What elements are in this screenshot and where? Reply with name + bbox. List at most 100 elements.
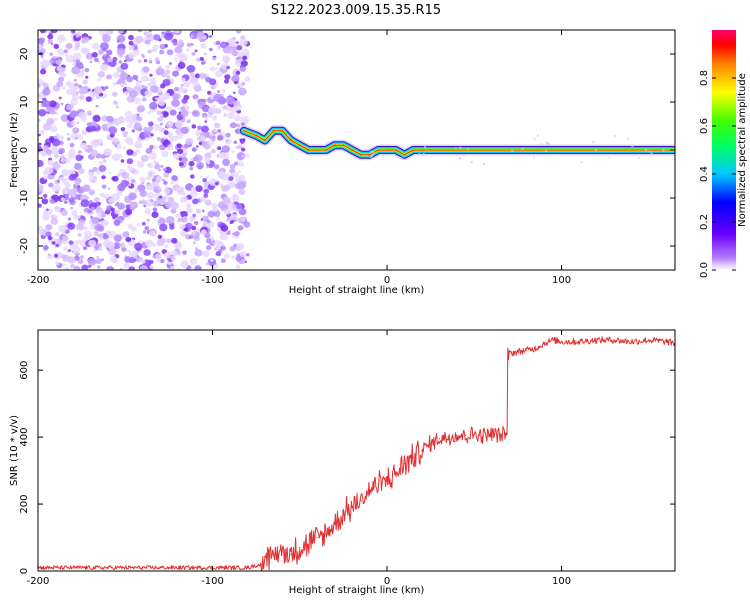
plot-background <box>38 330 675 571</box>
noise-blob <box>231 149 235 154</box>
noise-blob <box>133 254 138 259</box>
snr-line <box>38 336 675 571</box>
noise-blob <box>72 52 82 61</box>
noise-blob <box>169 265 175 270</box>
noise-blob <box>63 49 68 54</box>
noise-blob <box>77 233 82 237</box>
noise-blob <box>149 77 157 85</box>
noise-blob <box>194 249 203 257</box>
noise-blob <box>182 192 186 196</box>
ridge-scatter <box>648 150 652 153</box>
noise-blob <box>192 213 197 218</box>
snr-point <box>290 553 292 555</box>
noise-blob <box>157 234 163 239</box>
snr-point <box>260 563 262 565</box>
noise-blob <box>237 181 246 190</box>
noise-blob <box>42 170 49 176</box>
noise-blob <box>66 137 71 141</box>
noise-blob <box>151 180 159 187</box>
ridge-point <box>272 130 275 132</box>
noise-blob <box>143 249 151 256</box>
snr-point <box>377 483 379 485</box>
snr-point <box>299 546 301 549</box>
noise-blob <box>149 198 154 203</box>
noise-blob <box>146 31 152 36</box>
noise-blob <box>232 91 236 95</box>
noise-blob <box>164 32 174 41</box>
noise-blob <box>107 231 111 235</box>
noise-blob <box>92 114 101 122</box>
noise-blob <box>128 52 136 59</box>
ridge-scatter <box>592 141 595 144</box>
noise-blob <box>194 222 198 226</box>
noise-blob <box>144 208 152 215</box>
noise-blob <box>231 255 236 260</box>
x-tick-label: -200 <box>27 576 50 587</box>
noise-blob <box>199 175 203 179</box>
noise-blob <box>233 100 241 107</box>
noise-blob <box>52 162 61 170</box>
colorbar-gradient <box>712 30 736 270</box>
noise-blob <box>38 142 42 146</box>
noise-blob <box>243 221 251 228</box>
snr-point <box>543 342 545 344</box>
noise-blob <box>60 176 66 181</box>
noise-blob <box>186 48 190 52</box>
noise-blob <box>73 78 78 82</box>
noise-blob <box>222 196 231 205</box>
noise-blob <box>139 190 148 197</box>
noise-blob <box>139 80 143 84</box>
noise-blob <box>135 79 139 82</box>
noise-blob <box>199 72 207 80</box>
noise-blob <box>204 157 211 163</box>
noise-blob <box>201 125 209 133</box>
noise-blob <box>120 62 129 70</box>
snr-point <box>325 533 327 535</box>
snr-point <box>421 449 423 452</box>
noise-blob <box>229 245 236 252</box>
noise-blob <box>163 137 166 140</box>
noise-blob <box>38 93 41 98</box>
noise-blob <box>106 74 112 80</box>
noise-blob <box>130 169 136 174</box>
noise-blob <box>146 175 151 181</box>
noise-blob <box>163 172 169 178</box>
noise-blob <box>235 255 243 262</box>
noise-blob <box>214 122 221 129</box>
noise-blob <box>81 264 89 270</box>
noise-blob <box>180 230 187 237</box>
noise-blob <box>230 40 237 47</box>
noise-blob <box>65 88 73 95</box>
noise-blob <box>42 193 48 198</box>
ridge-scatter <box>533 138 536 141</box>
noise-blob <box>188 235 193 239</box>
noise-blob <box>117 116 126 124</box>
noise-blob <box>143 127 148 132</box>
noise-blob <box>113 234 122 243</box>
noise-blob <box>78 111 87 120</box>
noise-blob <box>239 38 248 46</box>
noise-blob <box>103 54 107 57</box>
x-tick-label: -100 <box>201 275 224 286</box>
noise-blob <box>182 250 187 255</box>
noise-blob <box>67 249 71 253</box>
noise-blob <box>148 152 157 160</box>
ridge-scatter <box>533 156 536 159</box>
noise-blob <box>94 231 100 236</box>
noise-blob <box>227 49 234 55</box>
noise-blob <box>240 60 248 67</box>
noise-blob <box>206 219 211 224</box>
noise-blob <box>186 64 196 73</box>
noise-blob <box>191 225 197 231</box>
noise-blob <box>235 145 239 149</box>
noise-blob <box>177 148 184 155</box>
snr-point <box>456 434 458 437</box>
noise-blob <box>238 162 244 168</box>
noise-blob <box>160 259 165 263</box>
noise-blob <box>190 174 195 179</box>
noise-blob <box>72 62 76 66</box>
noise-blob <box>158 217 166 225</box>
noise-blob <box>196 145 199 148</box>
noise-blob <box>210 258 214 262</box>
noise-blob <box>165 106 172 112</box>
